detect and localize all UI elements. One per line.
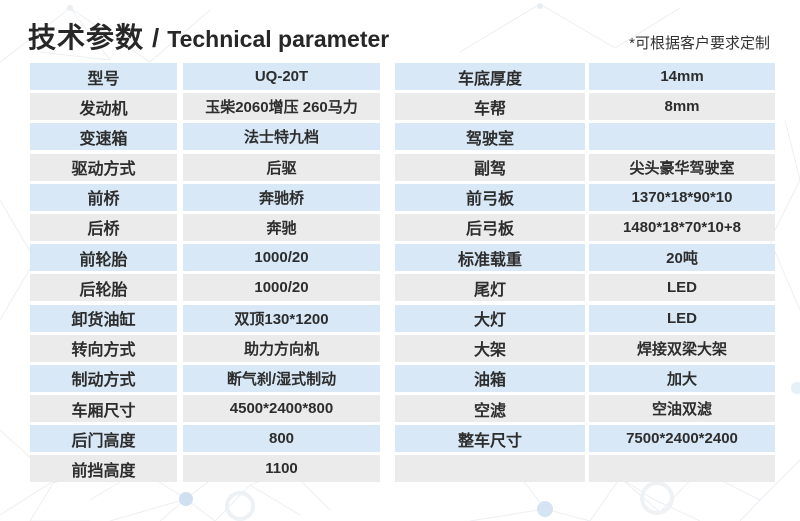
table-row: 大架 焊接双梁大架: [395, 334, 775, 362]
table-row: 后桥 奔驰: [30, 213, 380, 241]
table-row: 标准载重 20吨: [395, 244, 775, 272]
param-value: [589, 455, 775, 483]
table-row: 尾灯 LED: [395, 274, 775, 302]
param-label: 型号: [30, 63, 177, 90]
table-row: 前轮胎 1000/20: [30, 244, 380, 272]
param-label: 驱动方式: [30, 153, 177, 181]
param-label: [395, 455, 585, 483]
param-value: 后驱: [183, 153, 380, 181]
param-value: 法士特九档: [183, 123, 380, 151]
param-value: 焊接双梁大架: [589, 334, 775, 362]
title-separator: /: [152, 23, 160, 53]
table-row: 型号 UQ-20T: [30, 63, 380, 90]
param-label: 标准载重: [395, 244, 585, 272]
param-label: 后弓板: [395, 213, 585, 241]
param-value: UQ-20T: [183, 63, 380, 90]
param-label: 尾灯: [395, 274, 585, 302]
table-row: 转向方式 助力方向机: [30, 334, 380, 362]
param-label: 发动机: [30, 93, 177, 121]
table-row: 大灯 LED: [395, 304, 775, 332]
param-value: 4500*2400*800: [183, 395, 380, 423]
param-value: 1000/20: [183, 244, 380, 272]
table-row: 前弓板 1370*18*90*10: [395, 183, 775, 211]
table-row: 副驾 尖头豪华驾驶室: [395, 153, 775, 181]
param-label: 车帮: [395, 93, 585, 121]
param-label: 制动方式: [30, 364, 177, 392]
param-label: 前桥: [30, 183, 177, 211]
param-value: 玉柴2060增压 260马力: [183, 93, 380, 121]
param-value: 14mm: [589, 63, 775, 90]
table-row: 发动机 玉柴2060增压 260马力: [30, 93, 380, 121]
param-label: 后桥: [30, 213, 177, 241]
table-row: 变速箱 法士特九档: [30, 123, 380, 151]
table-row: [395, 455, 775, 483]
page-title: 技术参数 / Technical parameter: [28, 16, 389, 56]
param-label: 前挡高度: [30, 455, 177, 483]
param-label: 后门高度: [30, 425, 177, 453]
param-label: 副驾: [395, 153, 585, 181]
param-label: 卸货油缸: [30, 304, 177, 332]
spec-table-left: 型号 UQ-20T 发动机 玉柴2060增压 260马力 变速箱 法士特九档 驱动方式 后驱前…: [30, 63, 380, 483]
param-value: 8mm: [589, 93, 775, 121]
table-row: 油箱 加大: [395, 364, 775, 392]
title-english: Technical parameter: [167, 26, 390, 52]
param-value: 800: [183, 425, 380, 453]
param-value: 奔驰桥: [183, 183, 380, 211]
param-value: 7500*2400*2400: [589, 425, 775, 453]
table-row: 前挡高度 1100: [30, 455, 380, 483]
param-label: 前轮胎: [30, 244, 177, 272]
param-label: 后轮胎: [30, 274, 177, 302]
param-value: 1480*18*70*10+8: [589, 213, 775, 241]
param-value: [589, 123, 775, 151]
param-value: 1100: [183, 455, 380, 483]
param-label: 车底厚度: [395, 63, 585, 90]
table-row: 车厢尺寸 4500*2400*800: [30, 395, 380, 423]
param-label: 空滤: [395, 395, 585, 423]
param-value: 尖头豪华驾驶室: [589, 153, 775, 181]
param-value: 双顶130*1200: [183, 304, 380, 332]
table-row: 空滤 空油双滤: [395, 395, 775, 423]
param-value: 20吨: [589, 244, 775, 272]
spec-table-right: 车底厚度 14mm 车帮 8mm 驾驶室 副驾 尖头豪华驾驶室 前弓板 1370*18*90*1…: [395, 63, 775, 483]
param-label: 大灯: [395, 304, 585, 332]
param-value: 1000/20: [183, 274, 380, 302]
customization-note: *可根据客户要求定制: [629, 35, 770, 52]
param-label: 前弓板: [395, 183, 585, 211]
param-value: 空油双滤: [589, 395, 775, 423]
param-label: 油箱: [395, 364, 585, 392]
param-value: 1370*18*90*10: [589, 183, 775, 211]
table-row: 车帮 8mm: [395, 93, 775, 121]
table-row: 后门高度 800: [30, 425, 380, 453]
table-row: 前桥 奔驰桥: [30, 183, 380, 211]
param-label: 转向方式: [30, 334, 177, 362]
param-label: 车厢尺寸: [30, 395, 177, 423]
param-label: 整车尺寸: [395, 425, 585, 453]
param-label: 大架: [395, 334, 585, 362]
header: 技术参数 / Technical parameter *可根据客户要求定制: [28, 14, 770, 56]
param-value: 助力方向机: [183, 334, 380, 362]
table-row: 驱动方式 后驱: [30, 153, 380, 181]
title-chinese: 技术参数: [28, 22, 145, 53]
param-value: 断气刹/湿式制动: [183, 364, 380, 392]
table-row: 车底厚度 14mm: [395, 63, 775, 90]
param-value: 奔驰: [183, 213, 380, 241]
param-value: 加大: [589, 364, 775, 392]
param-label: 驾驶室: [395, 123, 585, 151]
table-row: 驾驶室: [395, 123, 775, 151]
param-value: LED: [589, 274, 775, 302]
table-row: 整车尺寸 7500*2400*2400: [395, 425, 775, 453]
param-label: 变速箱: [30, 123, 177, 151]
param-value: LED: [589, 304, 775, 332]
table-row: 卸货油缸 双顶130*1200: [30, 304, 380, 332]
table-row: 后弓板 1480*18*70*10+8: [395, 213, 775, 241]
table-row: 后轮胎 1000/20: [30, 274, 380, 302]
table-row: 制动方式 断气刹/湿式制动: [30, 364, 380, 392]
